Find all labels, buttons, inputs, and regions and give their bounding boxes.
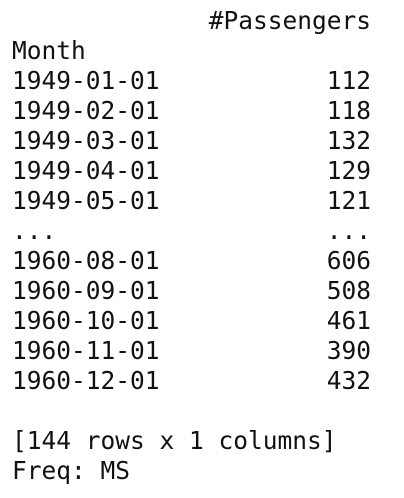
- table-row: 1949-04-01 129: [12, 156, 371, 186]
- row-index: 1949-05-01: [12, 186, 160, 215]
- row-value: 129: [326, 156, 371, 185]
- table-row: 1960-08-01 606: [12, 246, 371, 276]
- row-value: 508: [326, 276, 371, 305]
- row-index: 1949-04-01: [12, 156, 160, 185]
- table-row: 1960-09-01 508: [12, 276, 371, 306]
- table-row: 1949-01-01 112: [12, 66, 371, 96]
- row-value: 432: [326, 366, 371, 395]
- frequency-label: Freq: MS: [12, 456, 131, 485]
- row-index: 1960-09-01: [12, 276, 160, 305]
- row-value: 121: [326, 186, 371, 215]
- row-value: 132: [326, 126, 371, 155]
- row-value: 112: [326, 66, 371, 95]
- row-index: 1949-01-01: [12, 66, 160, 95]
- table-row: 1960-10-01 461: [12, 306, 371, 336]
- table-row: 1949-03-01 132: [12, 126, 371, 156]
- table-row: 1949-02-01 118: [12, 96, 371, 126]
- row-index: ...: [12, 216, 57, 245]
- row-index: 1960-10-01: [12, 306, 160, 335]
- row-index: 1949-02-01: [12, 96, 160, 125]
- row-value: 118: [326, 96, 371, 125]
- column-header: #Passengers: [208, 6, 371, 35]
- shape-summary: [144 rows x 1 columns]: [12, 426, 337, 455]
- row-value: ...: [326, 216, 371, 245]
- index-name: Month: [12, 36, 86, 65]
- table-row: 1949-05-01 121: [12, 186, 371, 216]
- row-value: 390: [326, 336, 371, 365]
- row-index: 1960-08-01: [12, 246, 160, 275]
- row-index: 1960-11-01: [12, 336, 160, 365]
- row-index: 1960-12-01: [12, 366, 160, 395]
- table-row: 1960-11-01 390: [12, 336, 371, 366]
- row-value: 606: [326, 246, 371, 275]
- row-index: 1949-03-01: [12, 126, 160, 155]
- table-row: 1960-12-01 432: [12, 366, 371, 396]
- row-value: 461: [326, 306, 371, 335]
- table-row-ellipsis: ... ...: [12, 216, 371, 246]
